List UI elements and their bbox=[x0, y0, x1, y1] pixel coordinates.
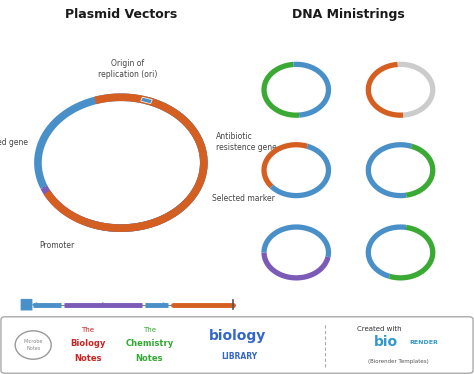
Text: Origin of
replication (ori): Origin of replication (ori) bbox=[98, 59, 158, 79]
Text: DNA Ministrings: DNA Ministrings bbox=[292, 9, 405, 21]
Text: Biology: Biology bbox=[70, 339, 105, 348]
Text: (Biorender Templates): (Biorender Templates) bbox=[368, 359, 428, 364]
Text: RENDER: RENDER bbox=[410, 340, 438, 345]
FancyBboxPatch shape bbox=[1, 317, 473, 373]
Text: Notes: Notes bbox=[26, 346, 40, 351]
Text: Microbe: Microbe bbox=[24, 339, 43, 344]
Text: Chemistry: Chemistry bbox=[125, 339, 173, 348]
Text: The: The bbox=[81, 327, 94, 333]
Text: Notes: Notes bbox=[136, 354, 163, 363]
FancyBboxPatch shape bbox=[20, 299, 33, 311]
Text: Inserted gene: Inserted gene bbox=[0, 138, 28, 147]
Text: Created with: Created with bbox=[357, 326, 401, 332]
Text: Promoter: Promoter bbox=[39, 241, 74, 250]
Text: bio: bio bbox=[374, 335, 398, 349]
Bar bbox=[141, 97, 152, 104]
Text: The: The bbox=[143, 327, 156, 333]
Text: Notes: Notes bbox=[74, 354, 101, 363]
Text: Plasmid Vectors: Plasmid Vectors bbox=[65, 9, 177, 21]
Text: biology: biology bbox=[209, 329, 265, 343]
Text: Antibiotic
resistence gene: Antibiotic resistence gene bbox=[216, 132, 276, 152]
Text: Selected marker: Selected marker bbox=[212, 194, 275, 203]
Text: LIBRARY: LIBRARY bbox=[221, 352, 257, 361]
